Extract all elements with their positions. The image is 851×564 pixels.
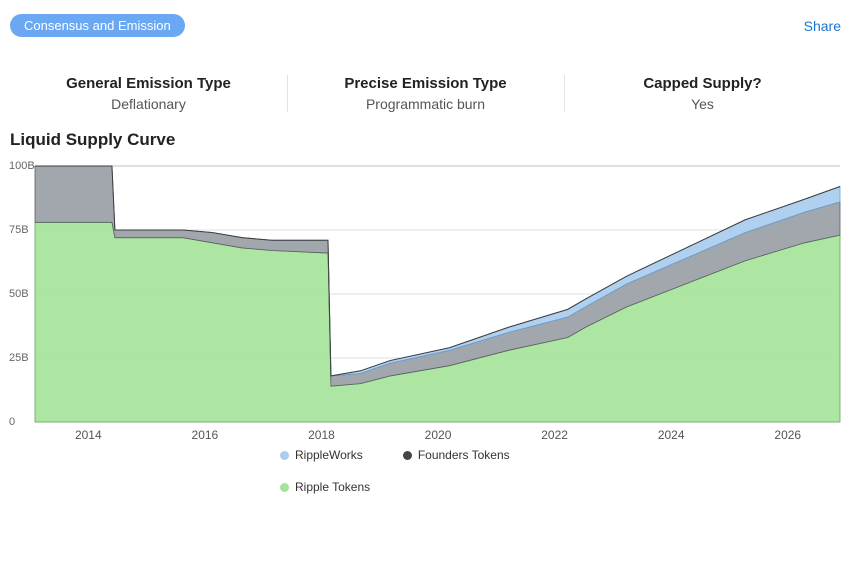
legend-label: Founders Tokens: [418, 448, 510, 462]
chart-svg: [5, 164, 845, 424]
consensus-emission-badge[interactable]: Consensus and Emission: [10, 14, 185, 37]
summary-label: Capped Supply?: [574, 75, 831, 92]
summary-precise-emission: Precise Emission Type Programmatic burn: [287, 75, 564, 112]
summary-value: Programmatic burn: [297, 96, 554, 112]
legend-dot: [280, 483, 289, 492]
section-title: Liquid Supply Curve: [10, 130, 841, 150]
legend-item-founders: Founders Tokens: [403, 448, 510, 462]
summary-label: Precise Emission Type: [297, 75, 554, 92]
legend: RippleWorks Founders Tokens Ripple Token…: [280, 448, 851, 494]
y-axis-label: 75B: [9, 224, 29, 236]
x-axis-label: 2016: [147, 428, 264, 442]
legend-item-ripple-tokens: Ripple Tokens: [280, 480, 851, 494]
legend-label: Ripple Tokens: [295, 480, 370, 494]
x-axis-labels: 2014201620182020202220242026: [30, 428, 846, 442]
legend-label: RippleWorks: [295, 448, 363, 462]
summary-general-emission: General Emission Type Deflationary: [10, 75, 287, 112]
x-axis-label: 2022: [496, 428, 613, 442]
summary-capped-supply: Capped Supply? Yes: [564, 75, 841, 112]
x-axis-label: 2026: [729, 428, 846, 442]
x-axis-label: 2014: [30, 428, 147, 442]
summary-value: Yes: [574, 96, 831, 112]
legend-dot: [280, 451, 289, 460]
x-axis-label: 2024: [613, 428, 730, 442]
y-axis-label: 25B: [9, 352, 29, 364]
y-axis-label: 0: [9, 416, 15, 428]
summary-label: General Emission Type: [20, 75, 277, 92]
liquid-supply-chart: 025B50B75B100B: [5, 164, 846, 424]
x-axis-label: 2020: [380, 428, 497, 442]
summary-value: Deflationary: [20, 96, 277, 112]
y-axis-label: 50B: [9, 288, 29, 300]
y-axis-label: 100B: [9, 160, 35, 172]
legend-item-rippleworks: RippleWorks: [280, 448, 363, 462]
x-axis-label: 2018: [263, 428, 380, 442]
share-link[interactable]: Share: [804, 18, 841, 34]
summary-row: General Emission Type Deflationary Preci…: [10, 75, 841, 112]
legend-dot: [403, 451, 412, 460]
